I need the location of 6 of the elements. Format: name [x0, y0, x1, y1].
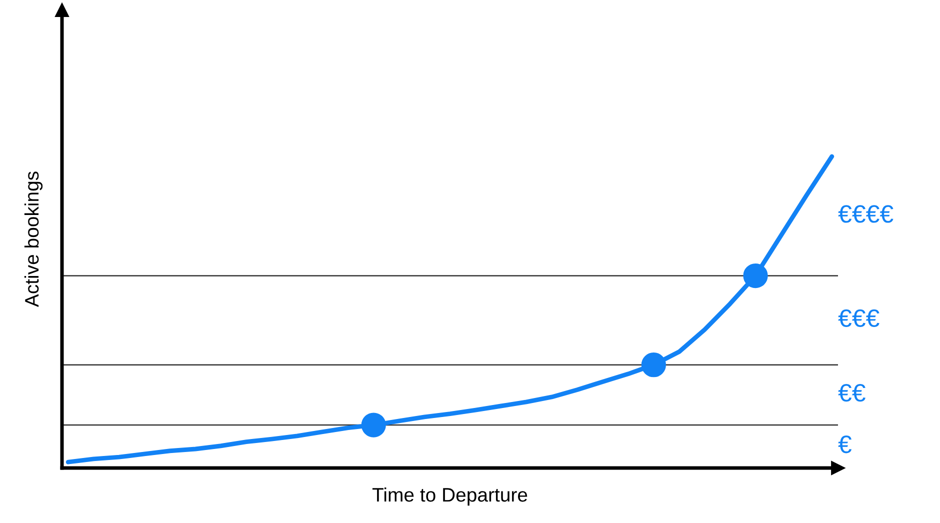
text: €: [838, 436, 852, 454]
text: €€€: [838, 309, 880, 328]
y-axis-title: Active bookings: [24, 172, 43, 308]
text: €€: [838, 384, 866, 402]
text: €€€€: [838, 205, 894, 223]
x-axis-title: Time to Departure: [372, 487, 528, 506]
